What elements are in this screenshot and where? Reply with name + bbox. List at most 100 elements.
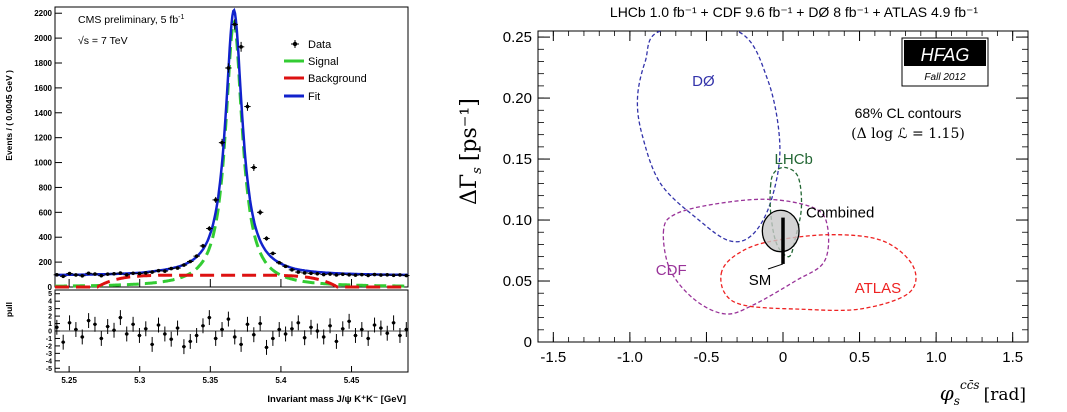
pull-point [105,319,110,334]
pull-point [270,331,275,346]
contour-y-tick-label: 0.20 [503,90,532,107]
mass-y-tick-label: 200 [39,258,53,267]
data-point [98,273,105,278]
pull-point [378,320,383,336]
pull-point [150,336,155,352]
legend-entry-data: Data [291,39,332,51]
data-point [206,226,213,231]
pull-point [54,319,59,335]
mass-y-tick-label: 1000 [34,159,52,168]
pull-point [302,330,307,346]
contour-x-tick-label: -1.5 [540,349,566,366]
sm-pointer-line [767,263,784,270]
pull-point [124,326,129,342]
contour-y-tick-label: 0.10 [503,212,532,229]
data-point [155,268,162,273]
contour-label-atlas: ATLAS [855,280,901,297]
data-point [193,254,200,258]
data-point [79,274,86,278]
mass-x-tick-label: 5.35 [203,376,219,385]
contour-label-lhcb: LHCb [775,151,813,168]
signal-curve [55,19,408,288]
mass-y-tick-label: 400 [39,233,53,242]
hfag-badge: HFAG Fall 2012 [901,37,989,87]
data-point [72,273,80,277]
mass-plot-curves [55,7,408,289]
pull-y-tick-label: 3 [48,306,52,313]
contour-combined [761,209,800,253]
pull-point [169,331,174,347]
pull-point [315,323,320,339]
data-point [377,273,385,277]
mass-plot-x-axis-label: Invariant mass J/ψ K⁺K⁻ [GeV] [267,394,406,405]
contour-y-tick-label: 0.15 [503,151,532,168]
pull-y-tick-label: -1 [46,336,52,343]
data-point [390,273,397,278]
contour-y-tick-label: 0.25 [503,29,532,46]
data-point [199,243,207,248]
contour-plot-title: LHCb 1.0 fb⁻¹ + CDF 9.6 fb⁻¹ + DØ 8 fb⁻¹… [610,4,979,20]
pull-y-tick-label: 2 [48,314,52,321]
cl-note-line2: (Δ log ℒ = 1.15) [851,126,965,142]
pull-point [80,329,85,345]
sm-label: SM [749,272,772,289]
pull-point [353,328,358,343]
pull-point [213,331,218,346]
data-point [212,196,219,203]
data-point [345,273,353,277]
mass-fit-plot: 0 200 400 600 800 1000 1200 1400 1600 1800 2000 220… [4,6,410,292]
pull-point [340,321,345,337]
cl-note-line1: 68% CL contours [855,105,962,121]
pull-y-tick-label: 5 [48,291,52,298]
contour-x-tick-label: -0.5 [694,349,720,366]
pull-point [86,313,91,329]
data-point [85,271,92,276]
pull-point [137,328,142,343]
pull-point [251,327,256,343]
data-point [117,271,124,275]
contour-x-tick-label: 1.0 [926,349,947,366]
mass-plot-legend: Data Signal Background Fit [284,39,367,103]
contour-plot-x-axis-label: φscc̄s [rad] [940,378,1026,408]
legend-entry-signal: Signal [284,56,339,68]
data-point [365,273,372,278]
data-point [358,272,366,277]
data-point [180,263,188,267]
pull-point [404,322,409,337]
data-point [142,271,149,275]
pull-y-tick-label: 0 [48,329,52,336]
data-point [123,273,130,277]
pull-point [283,326,288,342]
legend-entry-fit: Fit [284,91,320,103]
mass-plot-data-points [53,19,410,279]
mass-y-tick-label: 1200 [34,134,52,143]
legend-label-signal: Signal [308,56,339,68]
pull-point [207,310,212,326]
pull-point [182,339,186,355]
pull-point [296,315,301,331]
mass-y-tick-label: 1800 [34,59,52,68]
mass-y-tick-label: 600 [39,208,53,217]
legend-label-background: Background [308,73,367,85]
contour-label-d: DØ [692,73,715,90]
mass-y-tick-label: 800 [39,183,53,192]
data-point [282,264,289,269]
pull-point [156,317,161,333]
mass-x-tick-label: 5.3 [134,376,146,385]
pull-point [321,329,326,345]
pull-point [264,339,269,355]
data-point [403,273,410,278]
data-point [307,271,315,276]
pull-y-tick-label: -2 [46,343,52,350]
pull-point [277,322,282,337]
legend-label-fit: Fit [308,91,320,103]
pull-point [391,315,396,331]
data-point [168,266,175,271]
pull-point [290,321,294,337]
pull-point [93,316,97,332]
contour-cdf [662,198,830,315]
hfag-badge-subtitle: Fall 2012 [924,72,966,83]
data-point [148,270,156,274]
